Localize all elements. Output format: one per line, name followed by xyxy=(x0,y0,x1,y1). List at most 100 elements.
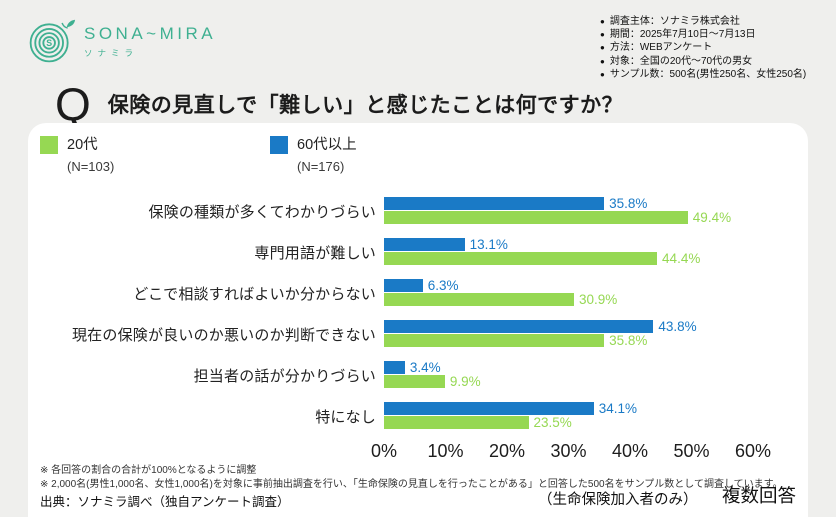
bar-20s xyxy=(384,252,658,265)
source-credit: 出典：ソナミラ調べ（独自アンケート調査） xyxy=(40,495,290,509)
survey-meta-item: ● サンプル数：500名(男性250名、女性250名) xyxy=(600,68,806,81)
survey-meta-item: ● 対象：全国の20代～70代の男女 xyxy=(600,55,806,68)
bar-60plus xyxy=(384,197,605,210)
chart-card: 20代 (N=103) 60代以上 (N=176) 保険の種類が多くてわかりづら… xyxy=(28,123,808,517)
bar-line-60plus: 34.1% xyxy=(384,402,753,415)
brand-kana: ソナミラ xyxy=(84,47,139,58)
chart-row: 現在の保険が良いのか悪いのか判断できない 43.8% 35.8% xyxy=(44,320,753,348)
bar-value-label: 34.1% xyxy=(598,401,637,416)
bar-line-20s: 44.4% xyxy=(384,252,753,265)
bullet-icon: ● xyxy=(600,30,605,40)
bullet-icon: ● xyxy=(600,56,605,66)
x-axis-tick: 60% xyxy=(734,441,772,461)
survey-meta-text: 方法：WEBアンケート xyxy=(609,42,713,54)
x-axis-tick: 50% xyxy=(673,441,710,461)
bar-60plus xyxy=(384,320,654,333)
bar-line-20s: 9.9% xyxy=(384,375,753,388)
svg-text:S: S xyxy=(46,38,52,48)
bar-60plus xyxy=(384,279,423,292)
chart-row: 専門用語が難しい 13.1% 44.4% xyxy=(44,238,753,266)
question-title: Q 保険の見直しで「難しい」と感じたことは何ですか？ xyxy=(55,78,623,130)
bar-value-label: 43.8% xyxy=(658,319,697,334)
bar-60plus xyxy=(384,238,465,251)
bar-value-label: 35.8% xyxy=(609,196,648,211)
bar-line-20s: 23.5% xyxy=(384,416,753,429)
question-mark: Q xyxy=(55,78,91,130)
page-title: 保険の見直しで「難しい」と感じたことは何ですか？ xyxy=(107,94,624,117)
bullet-icon: ● xyxy=(600,17,605,26)
bar-value-label: 13.1% xyxy=(469,237,508,252)
x-axis-tick: 0% xyxy=(370,441,398,461)
bar-group: 13.1% 44.4% xyxy=(384,238,753,266)
bar-60plus xyxy=(384,402,594,415)
chart-row: 担当者の話が分かりづらい 3.4% 9.9% xyxy=(44,361,753,389)
survey-meta-list: ● 調査主体：ソナミラ株式会社 ● 期間：2025年7月10日～7月13日 ● 方法：WE… xyxy=(600,15,806,81)
legend-sample-size: (N=103) xyxy=(67,159,115,174)
bar-20s xyxy=(384,293,575,306)
category-label: 保険の種類が多くてわかりづらい xyxy=(148,203,376,221)
bar-60plus xyxy=(384,361,405,374)
bar-value-label: 30.9% xyxy=(579,292,618,307)
legend-swatch-green xyxy=(40,136,58,154)
bar-value-label: 3.4% xyxy=(409,360,441,375)
survey-meta-item: ● 期間：2025年7月10日～7月13日 xyxy=(600,28,806,41)
bar-value-label: 6.3% xyxy=(427,278,459,293)
category-label: 担当者の話が分かりづらい xyxy=(193,367,376,385)
bar-20s xyxy=(384,211,688,224)
x-axis: 0% 10% 20% 30% 40% 50% 60% xyxy=(371,441,771,463)
category-label: 現在の保険が良いのか悪いのか判断できない xyxy=(71,326,376,344)
bar-group: 3.4% 9.9% xyxy=(384,361,753,389)
legend-item-20s: 20代 (N=103) xyxy=(40,136,114,174)
bar-value-label: 44.4% xyxy=(662,251,701,266)
respondent-scope-note: （生命保険加入者のみ） xyxy=(538,492,698,508)
legend-item-60plus: 60代以上 (N=176) xyxy=(270,136,357,174)
survey-meta-item: ● 調査主体：ソナミラ株式会社 xyxy=(600,15,806,28)
bar-line-20s: 49.4% xyxy=(384,211,753,224)
category-label: 特になし xyxy=(315,408,376,426)
chart-row: 保険の種類が多くてわかりづらい 35.8% 49.4% xyxy=(44,197,753,225)
logo-swirl-icon: S xyxy=(29,19,76,63)
legend-swatch-blue xyxy=(270,136,288,154)
chart-row: どこで相談すればよいか分からない 6.3% 30.9% xyxy=(44,279,753,307)
x-axis-tick: 10% xyxy=(427,441,464,461)
survey-meta-text: 期間：2025年7月10日～7月13日 xyxy=(609,29,756,41)
bar-20s xyxy=(384,375,445,388)
bar-value-label: 9.9% xyxy=(449,374,481,389)
bullet-icon: ● xyxy=(600,69,605,79)
multiple-answer-note: 複数回答 xyxy=(722,485,797,506)
survey-meta-item: ● 方法：WEBアンケート xyxy=(600,41,806,54)
sona-mira-logo: S SONA~MIRA ソナミラ xyxy=(26,16,216,66)
bar-value-label: 49.4% xyxy=(692,210,732,225)
survey-meta-text: 対象：全国の20代～70代の男女 xyxy=(609,55,753,67)
footnotes: ※ 各回答の割合の合計が100%となるように調整 ※ 2,000名(男性1,00… xyxy=(40,464,783,492)
bar-chart: 保険の種類が多くてわかりづらい 35.8% 49.4% 専門用語が難しい 13.1% 44… xyxy=(44,197,753,443)
bar-group: 34.1% 23.5% xyxy=(384,402,753,430)
legend-label: 20代 xyxy=(67,137,98,153)
brand-name: SONA~MIRA xyxy=(84,23,217,43)
bar-20s xyxy=(384,334,605,347)
bar-line-20s: 30.9% xyxy=(384,293,753,306)
bar-line-20s: 35.8% xyxy=(384,334,753,347)
bar-group: 35.8% 49.4% xyxy=(384,197,753,225)
bar-line-60plus: 13.1% xyxy=(384,238,753,251)
leaf-icon xyxy=(66,19,76,28)
bar-line-60plus: 43.8% xyxy=(384,320,753,333)
bar-group: 43.8% 35.8% xyxy=(384,320,753,348)
bar-value-label: 35.8% xyxy=(609,333,648,348)
footnote-line: ※ 各回答の割合の合計が100%となるように調整 xyxy=(40,465,257,476)
footnote-line: ※ 2,000名(男性1,000名、女性1,000名)を対象に事前抽出調査を行い… xyxy=(40,479,783,490)
legend-label: 60代以上 xyxy=(297,137,357,153)
bar-line-60plus: 6.3% xyxy=(384,279,753,292)
legend-sample-size: (N=176) xyxy=(297,159,345,174)
category-label: どこで相談すればよいか分からない xyxy=(133,285,376,303)
bar-line-60plus: 35.8% xyxy=(384,197,753,210)
bar-value-label: 23.5% xyxy=(533,415,572,430)
x-axis-tick: 20% xyxy=(488,441,526,461)
survey-meta-text: サンプル数：500名(男性250名、女性250名) xyxy=(609,68,807,80)
bar-20s xyxy=(384,416,529,429)
chart-row: 特になし 34.1% 23.5% xyxy=(44,402,753,430)
bullet-icon: ● xyxy=(600,43,605,53)
x-axis-tick: 40% xyxy=(611,441,649,461)
category-label: 専門用語が難しい xyxy=(254,244,376,262)
bar-group: 6.3% 30.9% xyxy=(384,279,753,307)
